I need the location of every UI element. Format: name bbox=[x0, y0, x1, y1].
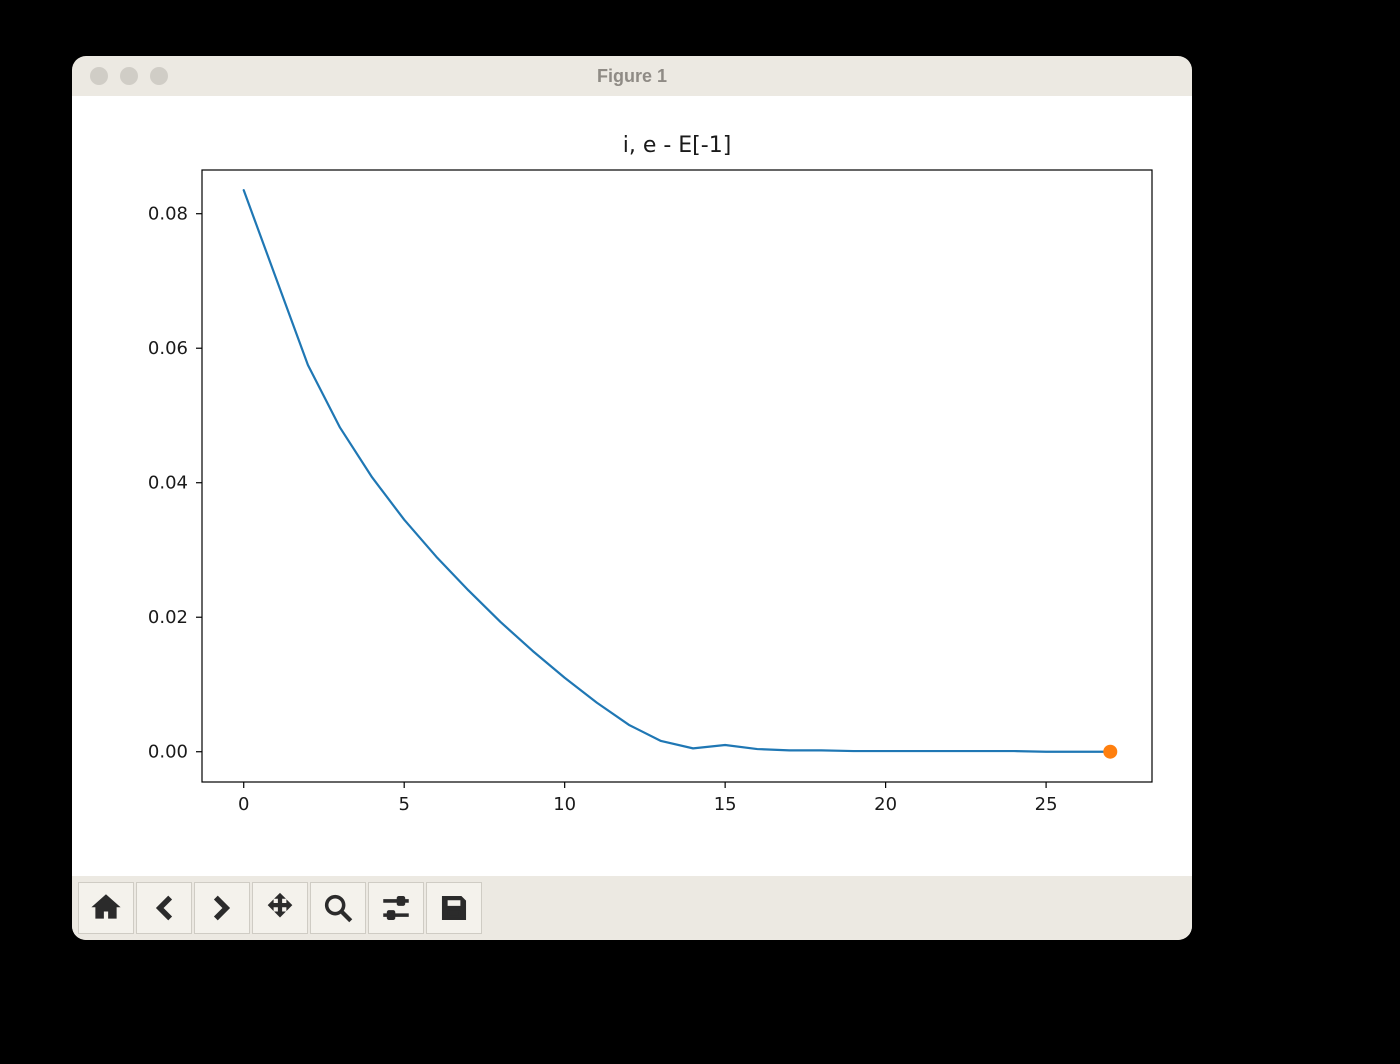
pan-button[interactable] bbox=[252, 882, 308, 934]
ytick-label: 0.06 bbox=[148, 338, 188, 359]
home-button[interactable] bbox=[78, 882, 134, 934]
move-icon bbox=[263, 891, 297, 925]
chart-svg: 0 5 10 15 20 25 0.00 0.02 0.04 0.06 0.08 i, e - E[-… bbox=[72, 96, 1192, 876]
ytick-label: 0.00 bbox=[148, 742, 188, 763]
zoom-button[interactable] bbox=[310, 882, 366, 934]
save-button[interactable] bbox=[426, 882, 482, 934]
traffic-lights bbox=[90, 67, 168, 85]
forward-button[interactable] bbox=[194, 882, 250, 934]
window-title: Figure 1 bbox=[72, 66, 1192, 87]
configure-subplots-button[interactable] bbox=[368, 882, 424, 934]
arrow-right-icon bbox=[205, 891, 239, 925]
arrow-left-icon bbox=[147, 891, 181, 925]
minimize-icon[interactable] bbox=[120, 67, 138, 85]
chart-title: i, e - E[-1] bbox=[623, 133, 732, 158]
xtick-label: 5 bbox=[398, 794, 409, 815]
back-button[interactable] bbox=[136, 882, 192, 934]
ytick-label: 0.04 bbox=[148, 473, 188, 494]
close-icon[interactable] bbox=[90, 67, 108, 85]
end-marker bbox=[1103, 745, 1117, 759]
xtick-label: 15 bbox=[714, 794, 737, 815]
magnify-icon bbox=[321, 891, 355, 925]
save-icon bbox=[437, 891, 471, 925]
figure-window: Figure 1 0 5 10 15 20 25 0.00 0.02 0.04 0.06 0.08 i… bbox=[72, 56, 1192, 940]
matplotlib-toolbar bbox=[72, 876, 1192, 940]
line-series bbox=[244, 190, 1111, 752]
sliders-icon bbox=[379, 891, 413, 925]
home-icon bbox=[89, 891, 123, 925]
xtick-label: 25 bbox=[1035, 794, 1058, 815]
xtick-label: 0 bbox=[238, 794, 249, 815]
ytick-label: 0.02 bbox=[148, 607, 188, 628]
zoom-window-icon[interactable] bbox=[150, 67, 168, 85]
xtick-label: 10 bbox=[553, 794, 576, 815]
titlebar: Figure 1 bbox=[72, 56, 1192, 96]
axes-box bbox=[202, 170, 1152, 782]
figure-canvas: 0 5 10 15 20 25 0.00 0.02 0.04 0.06 0.08 i, e - E[-… bbox=[72, 96, 1192, 876]
xtick-label: 20 bbox=[874, 794, 897, 815]
ytick-label: 0.08 bbox=[148, 204, 188, 225]
